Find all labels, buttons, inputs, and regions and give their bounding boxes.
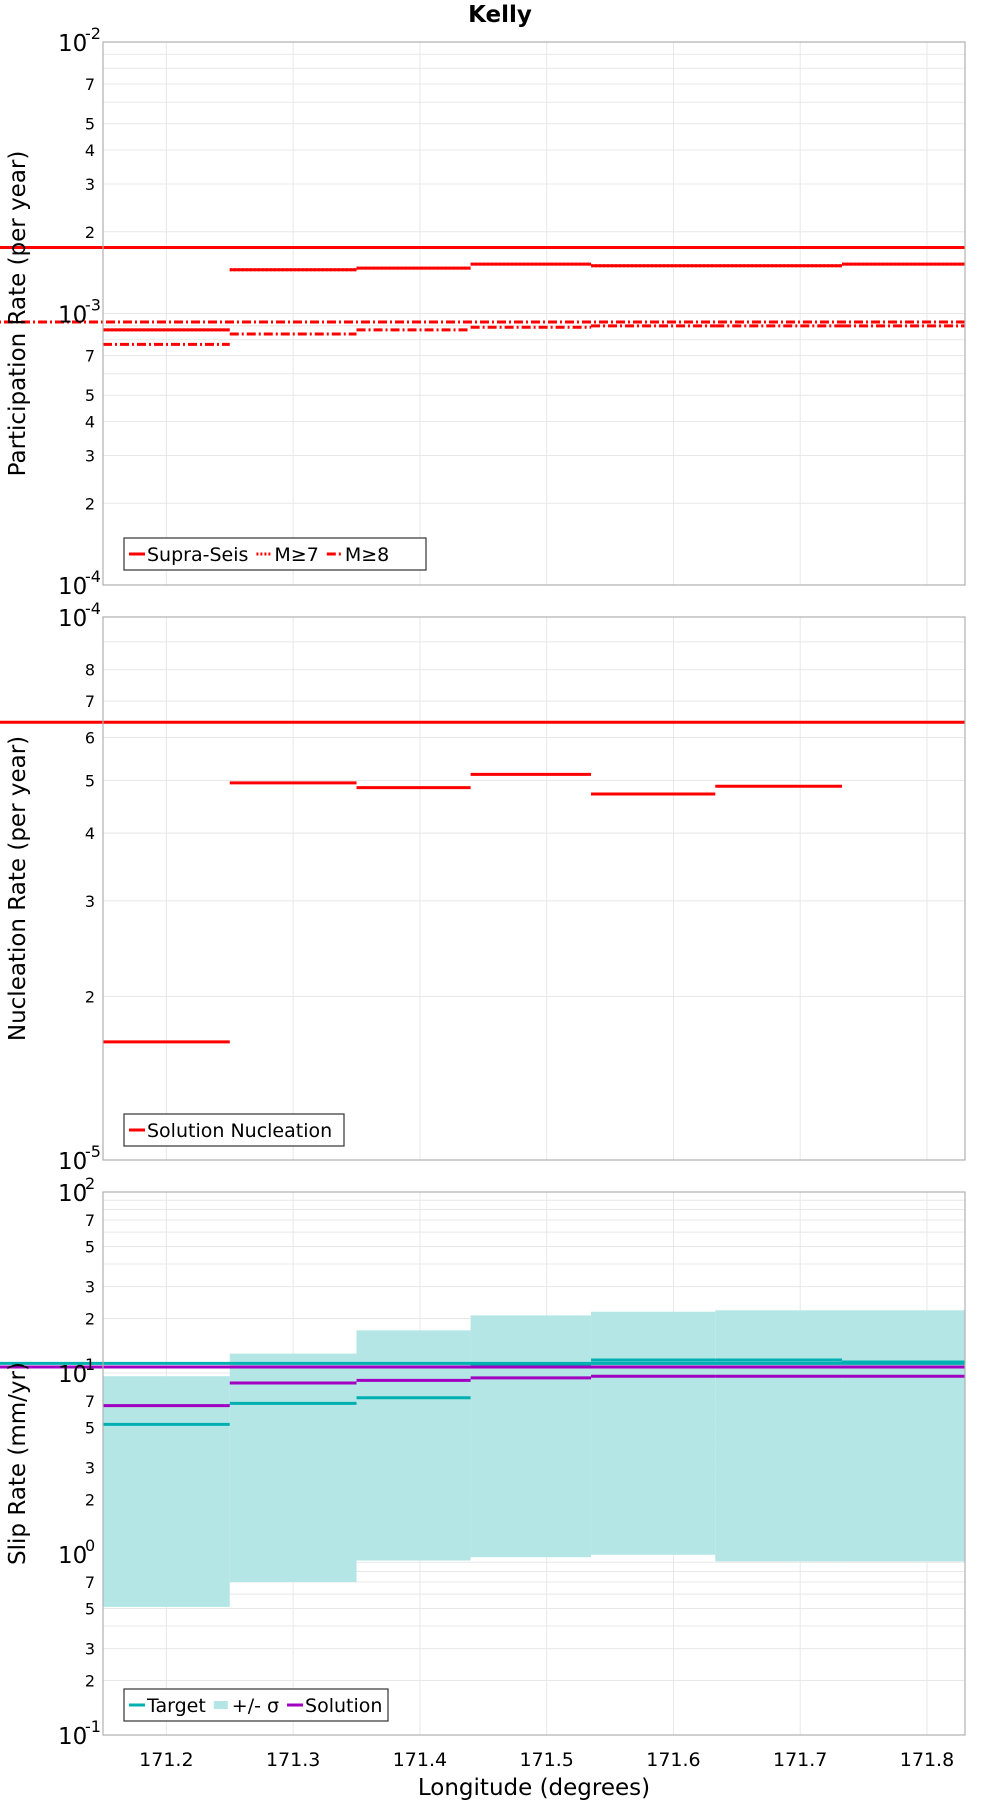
sigma-band-segment xyxy=(470,1315,592,1558)
y-tick-label: 5 xyxy=(85,771,95,790)
y-tick-exponent: -4 xyxy=(85,599,101,618)
legend-label: M≥8 xyxy=(345,544,389,566)
y-axis-label: Participation Rate (per year) xyxy=(5,151,31,477)
plot-frame xyxy=(102,616,966,1161)
legend-label: Target xyxy=(146,1695,206,1717)
y-tick-label: 10 xyxy=(58,1149,87,1175)
y-tick-label: 7 xyxy=(85,347,95,366)
sigma-band-segment xyxy=(715,1310,843,1562)
y-tick-exponent: -3 xyxy=(85,296,101,315)
y-tick-label: 2 xyxy=(85,1310,95,1329)
sigma-band-segment xyxy=(356,1330,471,1561)
y-tick-label: 3 xyxy=(85,1278,95,1297)
x-tick-label: 171.5 xyxy=(519,1749,573,1771)
chart-title: Kelly xyxy=(468,2,532,28)
y-tick-label: 7 xyxy=(85,75,95,94)
y-tick-label: 3 xyxy=(85,1640,95,1659)
legend-label: Solution Nucleation xyxy=(147,1120,332,1142)
x-tick-label: 171.2 xyxy=(139,1749,193,1771)
y-tick-exponent: -5 xyxy=(85,1142,101,1161)
y-tick-label: 4 xyxy=(85,824,95,843)
y-tick-label: 4 xyxy=(85,141,95,160)
x-axis-label: Longitude (degrees) xyxy=(418,1775,650,1800)
plot-frame xyxy=(102,1191,966,1736)
legend-label: +/- σ xyxy=(232,1695,279,1717)
y-tick-label: 2 xyxy=(85,1672,95,1691)
y-tick-label: 10 xyxy=(58,606,87,632)
y-tick-exponent: -1 xyxy=(85,1717,101,1736)
y-tick-label: 5 xyxy=(85,386,95,405)
y-tick-label: 10 xyxy=(58,31,87,57)
y-tick-label: 5 xyxy=(85,1418,95,1437)
x-tick-label: 171.8 xyxy=(900,1749,954,1771)
y-tick-label: 2 xyxy=(85,988,95,1007)
y-tick-label: 2 xyxy=(85,223,95,242)
y-tick-exponent: 0 xyxy=(85,1536,95,1555)
y-tick-label: 5 xyxy=(85,1237,95,1256)
legend-box xyxy=(123,1688,389,1722)
y-tick-label: 7 xyxy=(85,1573,95,1592)
y-tick-label: 7 xyxy=(85,1392,95,1411)
legend: Solution Nucleation xyxy=(123,1113,345,1147)
legend-box xyxy=(123,537,427,571)
y-tick-label: 5 xyxy=(85,1599,95,1618)
x-tick-label: 171.3 xyxy=(266,1749,320,1771)
y-tick-label: 2 xyxy=(85,494,95,513)
legend-label: Solution xyxy=(305,1695,382,1717)
y-axis-label: Nucleation Rate (per year) xyxy=(5,736,31,1041)
y-tick-label: 10 xyxy=(58,574,87,600)
y-tick-label: 3 xyxy=(85,446,95,465)
y-tick-label: 2 xyxy=(85,1491,95,1510)
x-tick-label: 171.4 xyxy=(393,1749,447,1771)
sigma-band-segment xyxy=(229,1353,357,1583)
y-tick-label: 8 xyxy=(85,661,95,680)
y-tick-label: 10 xyxy=(58,1543,87,1569)
sigma-band-segment xyxy=(842,1310,965,1562)
y-tick-label: 10 xyxy=(58,1362,87,1388)
legend-label: M≥7 xyxy=(274,544,318,566)
y-tick-label: 6 xyxy=(85,728,95,747)
y-tick-label: 10 xyxy=(58,1181,87,1207)
legend-box xyxy=(123,1113,345,1147)
y-tick-exponent: 2 xyxy=(85,1174,95,1193)
legend-label: Supra-Seis xyxy=(147,544,248,566)
y-tick-label: 3 xyxy=(85,892,95,911)
sigma-band-segment xyxy=(591,1311,716,1555)
legend-swatch xyxy=(213,1701,228,1709)
y-tick-label: 7 xyxy=(85,692,95,711)
sigma-band-segment xyxy=(103,1376,230,1607)
y-tick-label: 7 xyxy=(85,1211,95,1230)
y-tick-label: 3 xyxy=(85,1459,95,1478)
x-tick-label: 171.6 xyxy=(646,1749,700,1771)
y-tick-exponent: -4 xyxy=(85,567,101,586)
y-tick-exponent: -2 xyxy=(85,24,101,43)
legend: Target +/- σ Solution xyxy=(123,1688,389,1722)
y-tick-exponent: 1 xyxy=(85,1355,95,1374)
plot-frame xyxy=(102,41,966,586)
y-tick-label: 4 xyxy=(85,413,95,432)
y-axis-label: Slip Rate (mm/yr) xyxy=(5,1362,31,1565)
y-tick-label: 10 xyxy=(58,1724,87,1750)
legend: Supra-Seis M≥7 M≥8 xyxy=(123,537,427,571)
x-tick-label: 171.7 xyxy=(773,1749,827,1771)
y-tick-label: 10 xyxy=(58,303,87,329)
y-tick-label: 3 xyxy=(85,175,95,194)
y-tick-label: 5 xyxy=(85,115,95,134)
